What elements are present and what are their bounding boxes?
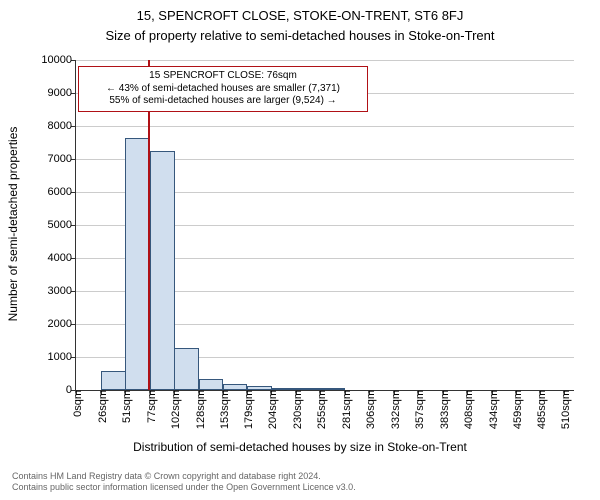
footer-line1: Contains HM Land Registry data © Crown c…: [12, 471, 356, 483]
y-tick-label: 6000: [48, 186, 76, 198]
histogram-bar: [150, 151, 175, 390]
chart-title-line1: 15, SPENCROFT CLOSE, STOKE-ON-TRENT, ST6…: [0, 8, 600, 23]
x-tick-label: 153sqm: [215, 390, 231, 429]
y-tick-label: 2000: [48, 318, 76, 330]
x-tick-label: 408sqm: [459, 390, 475, 429]
y-tick-label: 10000: [41, 54, 76, 66]
y-axis-label: Number of semi-detached properties: [6, 124, 20, 324]
chart-title-line2: Size of property relative to semi-detach…: [0, 28, 600, 43]
plot-area: 0100020003000400050006000700080009000100…: [75, 60, 574, 391]
histogram-bar: [125, 138, 150, 390]
x-tick-label: 281sqm: [337, 390, 353, 429]
x-tick-label: 26sqm: [93, 390, 109, 423]
chart-container: { "title": { "line1": "15, SPENCROFT CLO…: [0, 0, 600, 500]
x-tick-label: 77sqm: [142, 390, 158, 423]
histogram-bar: [174, 348, 199, 390]
x-tick-label: 485sqm: [532, 390, 548, 429]
x-tick-label: 306sqm: [361, 390, 377, 429]
x-tick-label: 255sqm: [312, 390, 328, 429]
y-gridline: [76, 126, 574, 127]
y-gridline: [76, 60, 574, 61]
x-tick-label: 179sqm: [239, 390, 255, 429]
histogram-bar: [101, 371, 126, 390]
histogram-bar: [223, 384, 248, 390]
x-tick-label: 510sqm: [556, 390, 572, 429]
y-tick-label: 9000: [48, 87, 76, 99]
x-tick-label: 128sqm: [191, 390, 207, 429]
x-tick-label: 357sqm: [410, 390, 426, 429]
x-tick-label: 434sqm: [484, 390, 500, 429]
callout-box: 15 SPENCROFT CLOSE: 76sqm← 43% of semi-d…: [78, 66, 368, 112]
callout-line-2: 55% of semi-detached houses are larger (…: [85, 95, 361, 108]
x-axis-label: Distribution of semi-detached houses by …: [0, 440, 600, 454]
callout-line-0: 15 SPENCROFT CLOSE: 76sqm: [85, 70, 361, 83]
footer-line2: Contains public sector information licen…: [12, 482, 356, 494]
x-tick-label: 102sqm: [166, 390, 182, 429]
y-tick-label: 5000: [48, 219, 76, 231]
y-tick-label: 7000: [48, 153, 76, 165]
y-tick-label: 1000: [48, 351, 76, 363]
x-tick-label: 0sqm: [68, 390, 84, 417]
y-tick-label: 8000: [48, 120, 76, 132]
histogram-bar: [320, 388, 345, 390]
x-tick-label: 230sqm: [288, 390, 304, 429]
histogram-bar: [247, 386, 272, 390]
x-tick-label: 459sqm: [508, 390, 524, 429]
x-tick-label: 332sqm: [386, 390, 402, 429]
y-tick-label: 4000: [48, 252, 76, 264]
footer-attribution: Contains HM Land Registry data © Crown c…: [12, 471, 356, 494]
x-tick-label: 51sqm: [117, 390, 133, 423]
histogram-bar: [296, 388, 321, 390]
x-tick-label: 383sqm: [435, 390, 451, 429]
histogram-bar: [271, 388, 296, 390]
y-tick-label: 3000: [48, 285, 76, 297]
callout-line-1: ← 43% of semi-detached houses are smalle…: [85, 83, 361, 96]
histogram-bar: [199, 379, 224, 390]
x-tick-label: 204sqm: [263, 390, 279, 429]
